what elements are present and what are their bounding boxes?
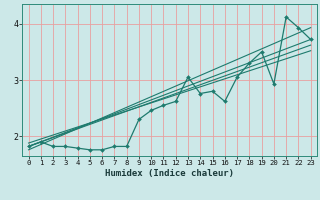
X-axis label: Humidex (Indice chaleur): Humidex (Indice chaleur)	[105, 169, 234, 178]
